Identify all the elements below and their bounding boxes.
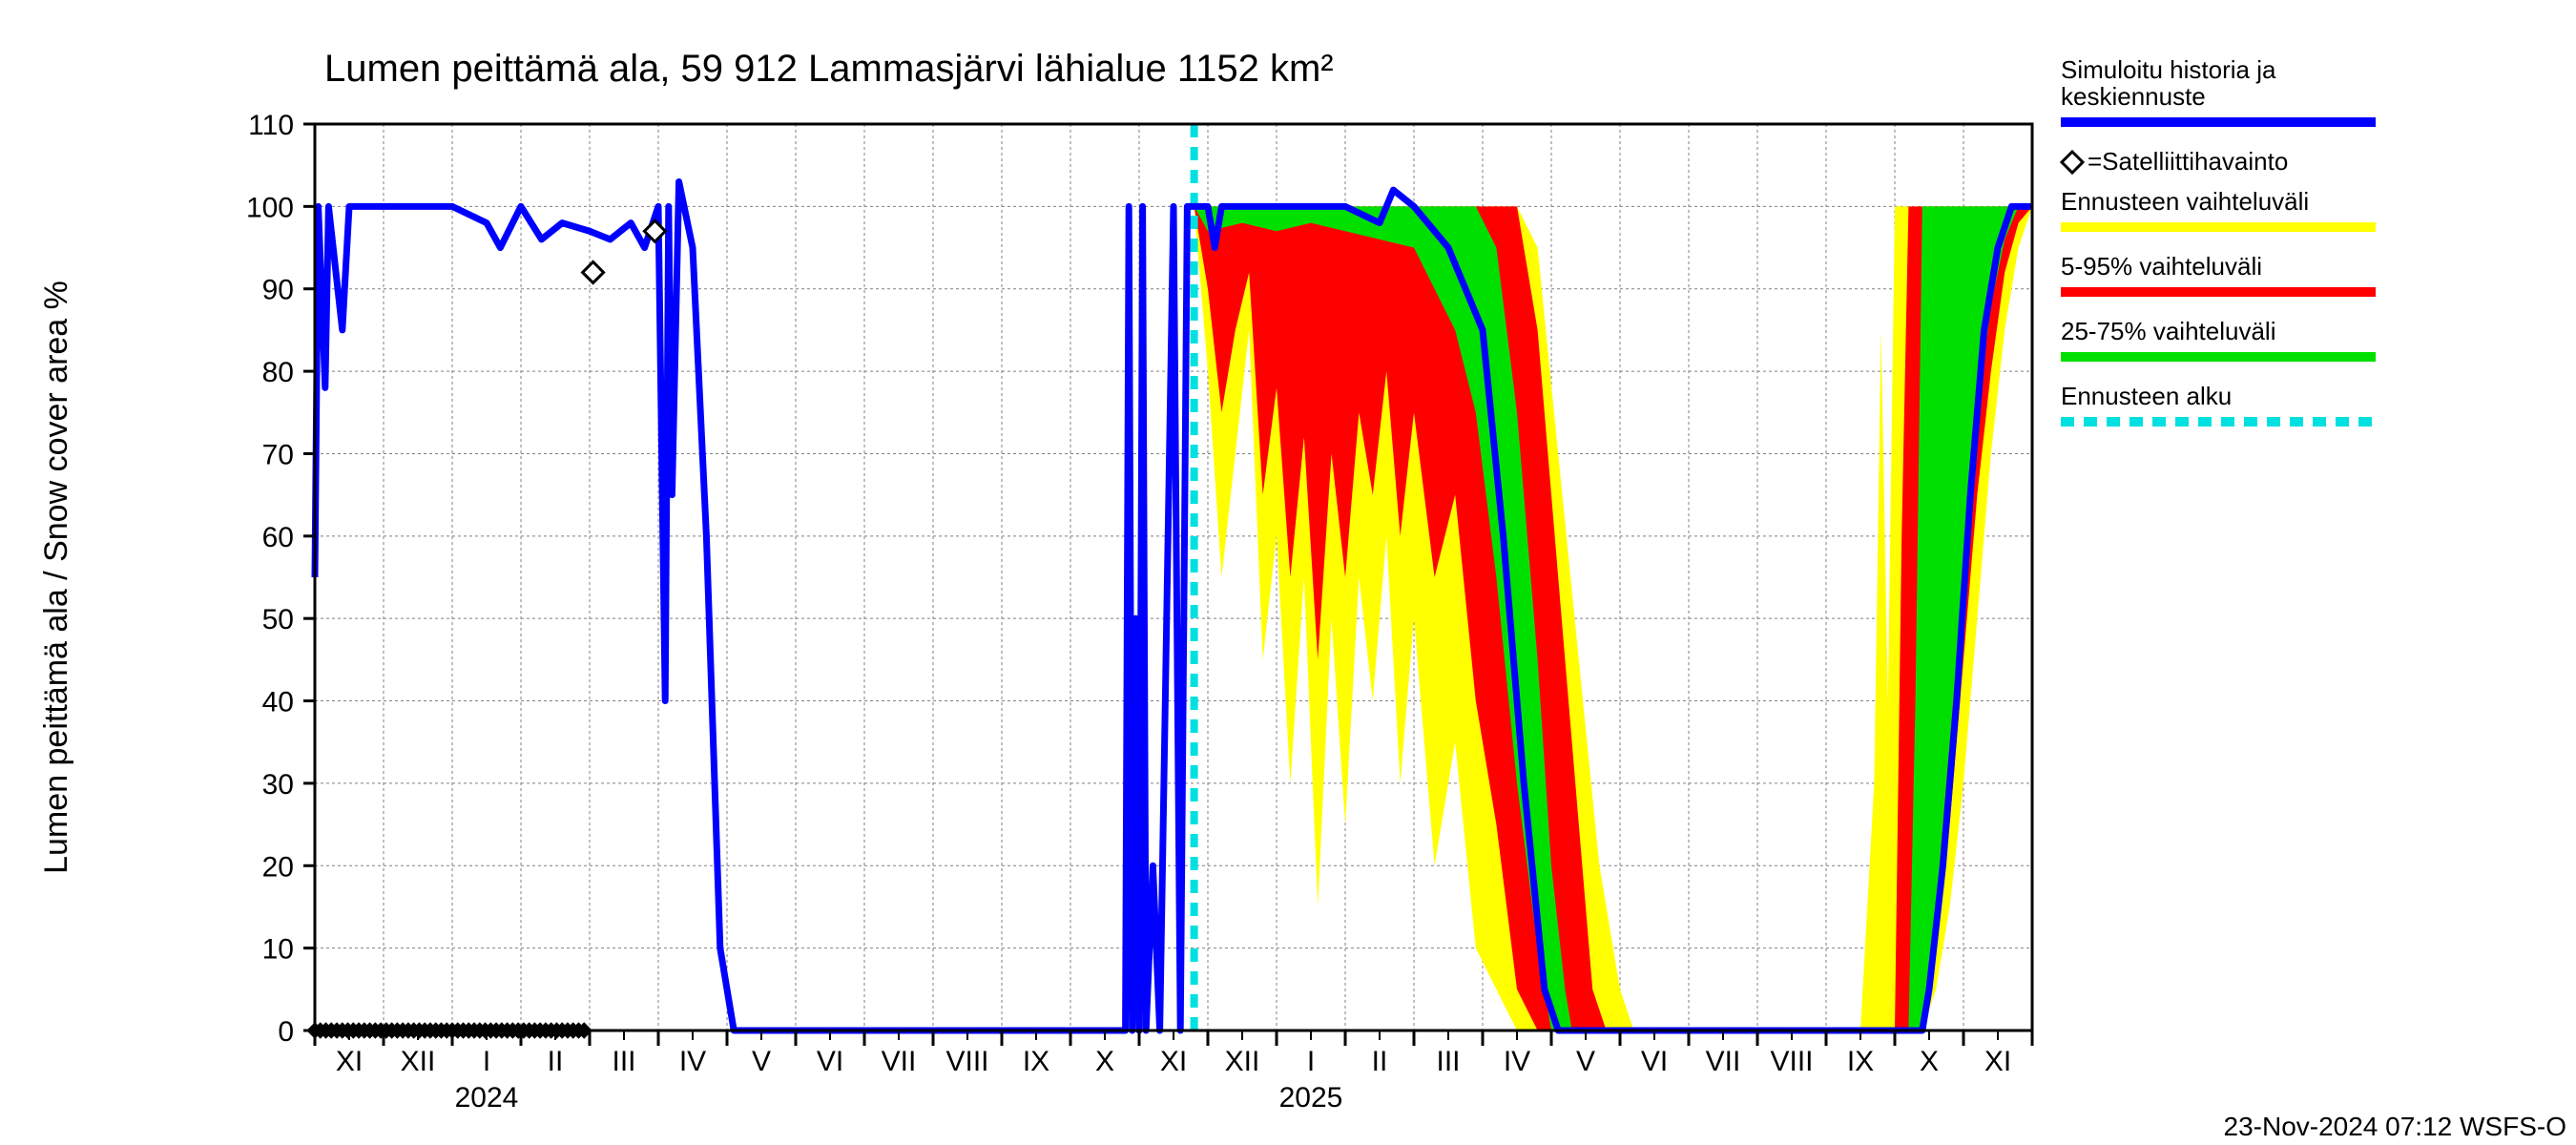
xtick-label: XII (1225, 1046, 1260, 1077)
ytick-label: 50 (262, 604, 294, 635)
ytick-label: 20 (262, 851, 294, 883)
xtick-label: X (1095, 1046, 1114, 1077)
xtick-label: V (1576, 1046, 1595, 1077)
legend-label: 25-75% vaihteluväli (2061, 317, 2275, 345)
legend-label: =Satelliittihavainto (2088, 147, 2288, 176)
xtick-label: XI (1984, 1046, 2011, 1077)
ytick-label: 0 (278, 1016, 294, 1048)
legend-label: Simuloitu historia ja (2061, 55, 2276, 84)
xtick-label: II (548, 1046, 564, 1077)
main-line (315, 181, 2032, 1030)
ytick-label: 10 (262, 934, 294, 966)
ytick-label: 110 (248, 110, 294, 141)
xtick-label: IV (1504, 1046, 1530, 1077)
xtick-label: II (1372, 1046, 1388, 1077)
legend-label: Ennusteen alku (2061, 382, 2232, 410)
ytick-label: 30 (262, 769, 294, 801)
ytick-label: 80 (262, 357, 294, 388)
y-axis-label: Lumen peittämä ala / Snow cover area % (38, 281, 74, 874)
xtick-label: VIII (1770, 1046, 1813, 1077)
xtick-label: V (752, 1046, 771, 1077)
ytick-label: 90 (262, 275, 294, 306)
xtick-label: I (1307, 1046, 1315, 1077)
xtick-label: IX (1023, 1046, 1049, 1077)
legend-marker-icon (2062, 152, 2083, 173)
chart-svg: 0102030405060708090100110XIXIIIIIIIIIVVV… (0, 0, 2576, 1145)
chart-footer: 23-Nov-2024 07:12 WSFS-O (2224, 1112, 2567, 1141)
ytick-label: 60 (262, 522, 294, 553)
xtick-label: XII (401, 1046, 436, 1077)
legend-label: Ennusteen vaihteluväli (2061, 187, 2309, 216)
ytick-label: 100 (246, 192, 294, 223)
xtick-label: IV (679, 1046, 706, 1077)
year-label: 2024 (455, 1082, 519, 1114)
legend-label: keskiennuste (2061, 82, 2206, 111)
xtick-label: VI (817, 1046, 843, 1077)
xtick-label: III (1436, 1046, 1460, 1077)
xtick-label: X (1920, 1046, 1939, 1077)
xtick-label: VII (1706, 1046, 1741, 1077)
xtick-label: III (612, 1046, 635, 1077)
satellite-marker (583, 261, 604, 282)
xtick-label: VII (882, 1046, 917, 1077)
xtick-label: XI (1160, 1046, 1187, 1077)
xtick-label: IX (1847, 1046, 1874, 1077)
xtick-label: XI (336, 1046, 363, 1077)
xtick-label: I (483, 1046, 490, 1077)
xtick-label: VI (1641, 1046, 1668, 1077)
ytick-label: 70 (262, 439, 294, 470)
year-label: 2025 (1279, 1082, 1343, 1114)
xtick-label: VIII (945, 1046, 988, 1077)
legend-label: 5-95% vaihteluväli (2061, 252, 2262, 281)
ytick-label: 40 (262, 687, 294, 718)
chart-title: Lumen peittämä ala, 59 912 Lammasjärvi l… (324, 48, 1334, 90)
chart-container: 0102030405060708090100110XIXIIIIIIIIIVVV… (0, 0, 2576, 1145)
